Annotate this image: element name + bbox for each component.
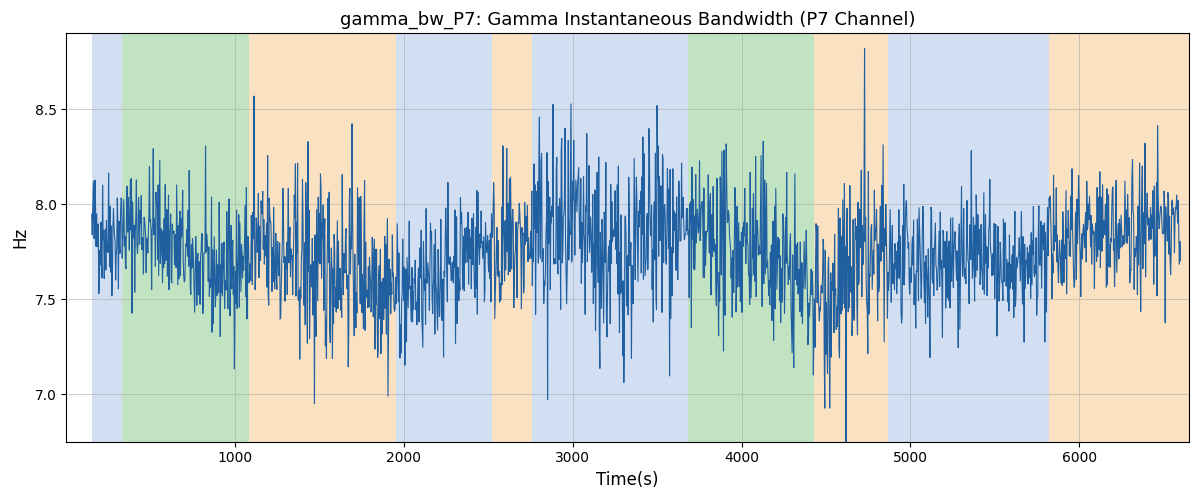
Title: gamma_bw_P7: Gamma Instantaneous Bandwidth (P7 Channel): gamma_bw_P7: Gamma Instantaneous Bandwid…	[340, 11, 916, 30]
Bar	[708, 34, 814, 442]
Bar	[122, 34, 248, 442]
Bar	[888, 34, 1049, 442]
Bar	[492, 34, 533, 442]
Bar	[248, 34, 396, 442]
Bar	[396, 34, 492, 442]
X-axis label: Time(s): Time(s)	[596, 471, 659, 489]
Bar	[91, 34, 122, 442]
Bar	[533, 34, 667, 442]
Bar	[688, 34, 708, 442]
Bar	[1049, 34, 1189, 442]
Y-axis label: Hz: Hz	[11, 227, 29, 248]
Bar	[667, 34, 688, 442]
Bar	[814, 34, 888, 442]
